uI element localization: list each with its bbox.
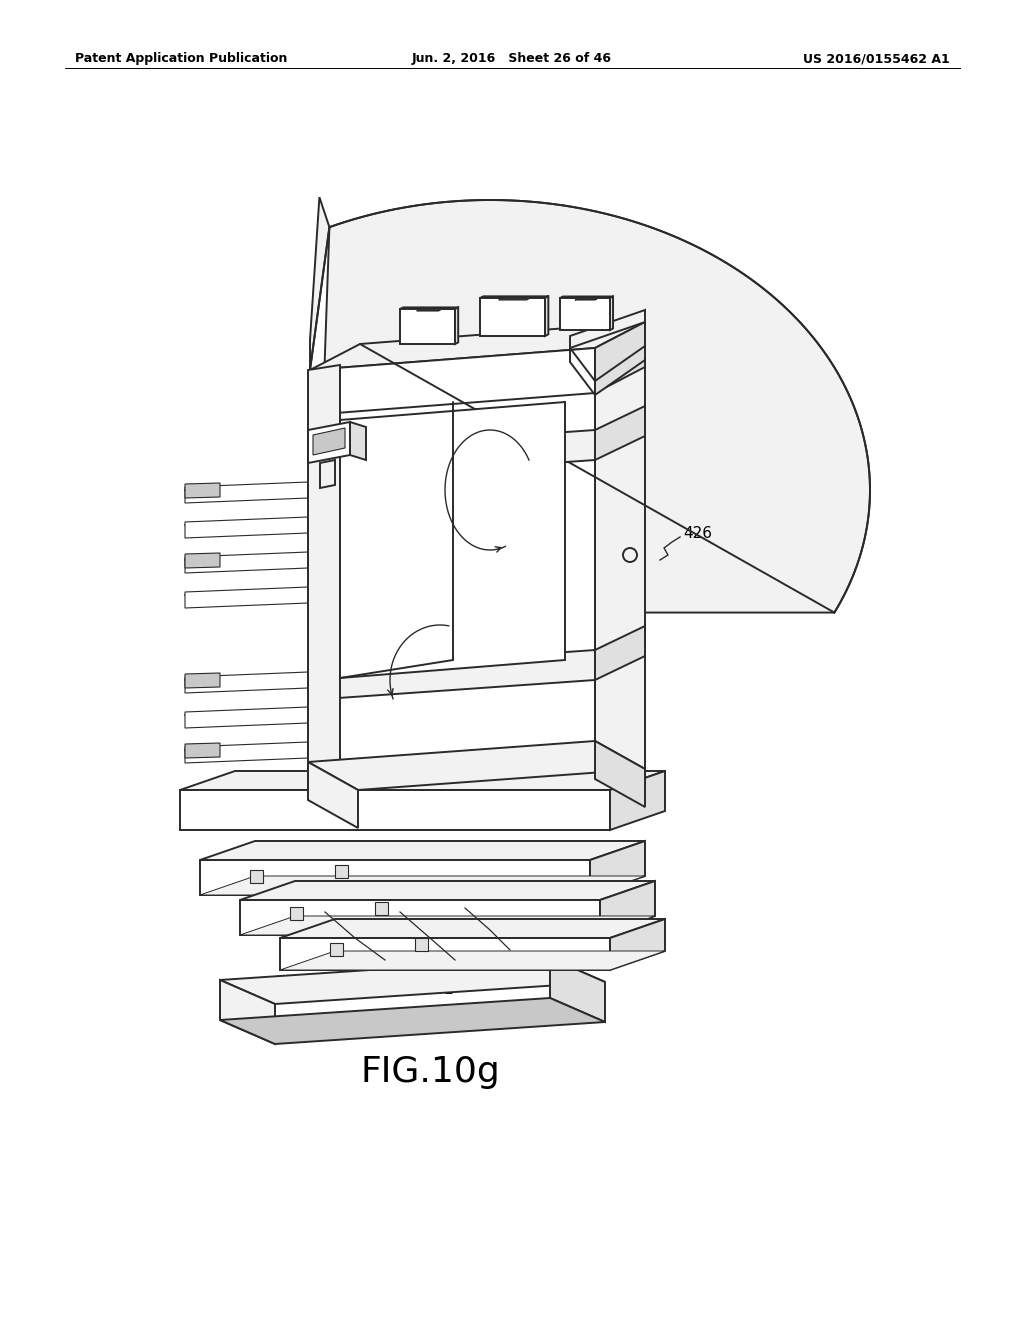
Text: FIG.10g: FIG.10g	[360, 1055, 500, 1089]
Text: 448: 448	[600, 755, 629, 770]
Polygon shape	[185, 672, 308, 693]
Polygon shape	[545, 296, 549, 337]
Polygon shape	[400, 308, 458, 309]
Polygon shape	[308, 762, 358, 828]
Polygon shape	[610, 771, 665, 830]
Polygon shape	[308, 741, 645, 789]
Polygon shape	[570, 348, 595, 395]
Text: 436: 436	[415, 465, 444, 503]
Polygon shape	[200, 841, 645, 861]
Polygon shape	[290, 907, 303, 920]
Text: 456: 456	[500, 958, 529, 973]
Polygon shape	[280, 919, 665, 939]
Polygon shape	[595, 741, 645, 807]
Polygon shape	[185, 482, 308, 503]
Polygon shape	[340, 403, 565, 678]
Text: 426: 426	[683, 527, 712, 541]
Polygon shape	[480, 298, 545, 337]
Polygon shape	[308, 366, 340, 789]
Polygon shape	[595, 346, 645, 395]
Polygon shape	[455, 308, 458, 345]
Text: Jun. 2, 2016   Sheet 26 of 46: Jun. 2, 2016 Sheet 26 of 46	[412, 51, 612, 65]
Polygon shape	[310, 201, 870, 780]
Polygon shape	[185, 743, 220, 758]
Polygon shape	[185, 553, 220, 568]
Polygon shape	[595, 626, 645, 680]
Text: US 2016/0155462 A1: US 2016/0155462 A1	[803, 51, 950, 65]
Polygon shape	[610, 919, 665, 970]
Polygon shape	[480, 296, 549, 298]
Polygon shape	[185, 552, 308, 573]
Polygon shape	[220, 979, 275, 1044]
Polygon shape	[600, 880, 655, 935]
Polygon shape	[310, 322, 645, 370]
Polygon shape	[330, 942, 343, 956]
Polygon shape	[280, 939, 610, 970]
Polygon shape	[313, 428, 345, 455]
Polygon shape	[310, 430, 595, 480]
Polygon shape	[280, 950, 665, 970]
Polygon shape	[185, 673, 220, 688]
Text: 420: 420	[350, 968, 380, 983]
Polygon shape	[220, 998, 605, 1044]
Polygon shape	[180, 771, 665, 789]
Text: Patent Application Publication: Patent Application Publication	[75, 51, 288, 65]
Polygon shape	[185, 587, 308, 609]
Polygon shape	[319, 459, 335, 488]
Polygon shape	[220, 958, 605, 1005]
Polygon shape	[595, 322, 645, 785]
Polygon shape	[185, 517, 308, 539]
Polygon shape	[570, 310, 645, 348]
Polygon shape	[250, 870, 263, 883]
Polygon shape	[335, 865, 348, 878]
Polygon shape	[560, 297, 613, 298]
Polygon shape	[240, 900, 600, 935]
Text: 448: 448	[592, 686, 641, 723]
Polygon shape	[200, 861, 590, 895]
Polygon shape	[308, 422, 350, 463]
Polygon shape	[550, 958, 605, 1022]
Polygon shape	[350, 422, 366, 459]
Text: 456: 456	[520, 972, 549, 987]
Polygon shape	[610, 297, 613, 330]
Polygon shape	[590, 841, 645, 895]
Polygon shape	[240, 916, 655, 935]
Polygon shape	[595, 322, 645, 393]
Polygon shape	[310, 348, 595, 414]
Polygon shape	[310, 348, 595, 785]
Polygon shape	[185, 742, 308, 763]
Polygon shape	[560, 298, 610, 330]
Polygon shape	[400, 309, 455, 345]
Text: 452: 452	[430, 968, 460, 983]
Polygon shape	[200, 876, 645, 895]
Polygon shape	[180, 789, 610, 830]
Polygon shape	[185, 483, 220, 498]
Polygon shape	[240, 880, 655, 900]
Polygon shape	[595, 407, 645, 459]
Text: 452: 452	[426, 982, 455, 997]
Polygon shape	[185, 708, 308, 729]
Text: 420: 420	[336, 982, 365, 997]
Polygon shape	[415, 939, 428, 950]
Polygon shape	[375, 902, 388, 915]
Polygon shape	[310, 649, 595, 700]
Polygon shape	[310, 197, 330, 370]
